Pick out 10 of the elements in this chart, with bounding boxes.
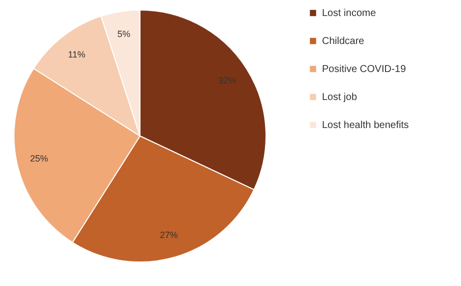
legend-label: Lost income — [322, 8, 376, 19]
data-label: 25% — [30, 154, 48, 164]
legend-label: Lost job — [322, 92, 358, 103]
data-label: 27% — [160, 230, 178, 240]
legend-label: Lost health benefits — [322, 120, 409, 131]
data-label: 11% — [68, 49, 86, 60]
legend-label: Positive COVID-19 — [322, 64, 406, 75]
data-label: 32% — [218, 76, 236, 86]
legend-label: Childcare — [322, 36, 365, 47]
data-label: 5% — [117, 28, 130, 39]
